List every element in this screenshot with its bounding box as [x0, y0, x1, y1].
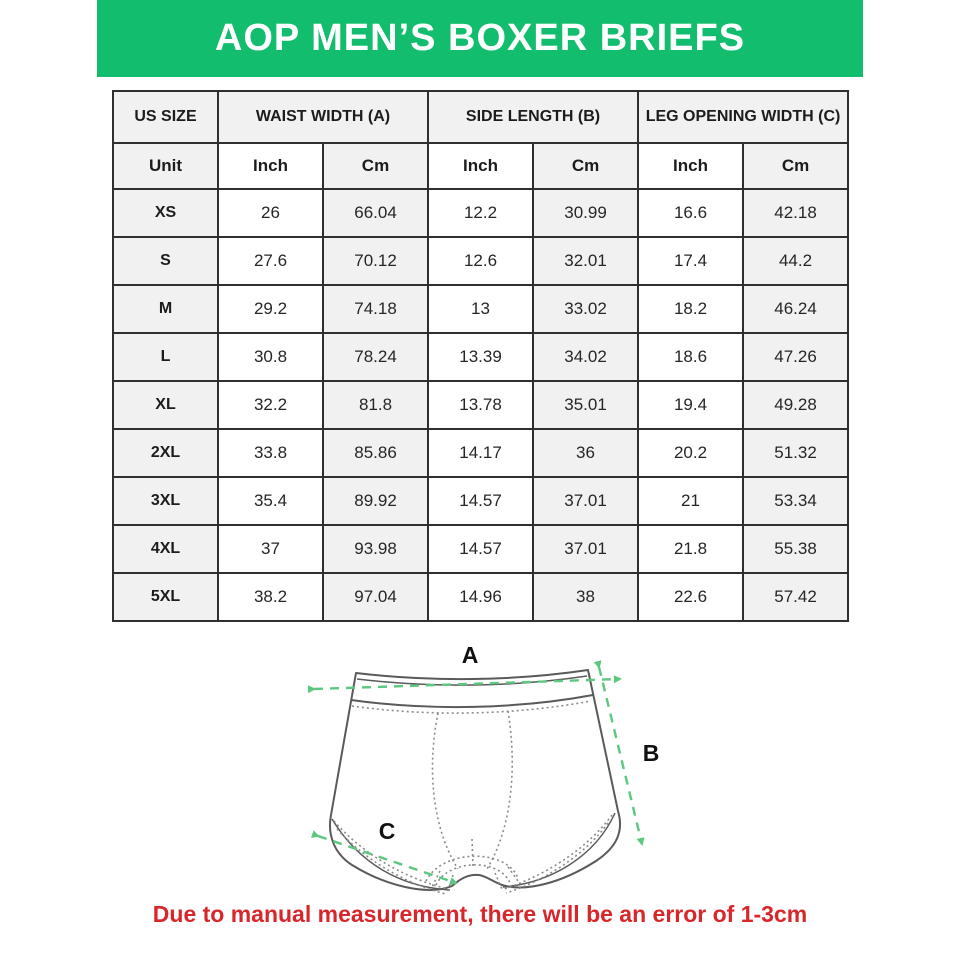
value-cell: 78.24 — [321, 332, 430, 382]
value-cell: 30.8 — [217, 332, 324, 382]
value-cell: 22.6 — [637, 572, 745, 622]
value-cell: 37.01 — [532, 524, 640, 574]
column-group-header: US SIZE — [112, 90, 219, 144]
table-row: 2XL 33.8 85.86 14.17 36 20.2 51.32 — [112, 428, 850, 478]
value-cell: 81.8 — [321, 380, 430, 430]
size-cell: 4XL — [112, 524, 219, 574]
value-cell: 42.18 — [742, 188, 850, 238]
value-cell: 35.4 — [217, 476, 324, 526]
label-b: B — [643, 740, 660, 766]
label-c: C — [379, 818, 396, 844]
value-cell: 12.2 — [427, 188, 535, 238]
leg-opening-line — [311, 830, 458, 885]
value-cell: 53.34 — [742, 476, 850, 526]
table-row: 4XL 37 93.98 14.57 37.01 21.8 55.38 — [112, 524, 850, 574]
measurement-disclaimer: Due to manual measurement, there will be… — [152, 901, 808, 927]
value-cell: 97.04 — [321, 572, 430, 622]
size-chart-container: US SIZE WAIST WIDTH (A) SIDE LENGTH (B) LEG… — [112, 90, 850, 622]
value-cell: 38.2 — [217, 572, 324, 622]
value-cell: 30.99 — [532, 188, 640, 238]
value-cell: 85.86 — [321, 428, 430, 478]
value-cell: 33.02 — [532, 284, 640, 334]
side-length-line — [593, 660, 645, 846]
value-cell: 51.32 — [742, 428, 850, 478]
value-cell: 66.04 — [321, 188, 430, 238]
table-row: XS 26 66.04 12.2 30.99 16.6 42.18 — [112, 188, 850, 238]
boxer-briefs-illustration: A B C — [307, 643, 660, 895]
value-cell: 12.6 — [427, 236, 535, 286]
column-group-header: SIDE LENGTH (B) — [427, 90, 640, 144]
size-cell: 3XL — [112, 476, 219, 526]
value-cell: 20.2 — [637, 428, 745, 478]
table-row: XL 32.2 81.8 13.78 35.01 19.4 49.28 — [112, 380, 850, 430]
size-cell: S — [112, 236, 219, 286]
value-cell: 16.6 — [637, 188, 745, 238]
unit-header: Inch — [637, 142, 745, 190]
size-cell: L — [112, 332, 219, 382]
value-cell: 13.78 — [427, 380, 535, 430]
measurement-lines — [307, 660, 645, 885]
size-table: US SIZE WAIST WIDTH (A) SIDE LENGTH (B) LEG… — [112, 90, 850, 622]
value-cell: 46.24 — [742, 284, 850, 334]
value-cell: 33.8 — [217, 428, 324, 478]
value-cell: 14.96 — [427, 572, 535, 622]
value-cell: 21 — [637, 476, 745, 526]
value-cell: 44.2 — [742, 236, 850, 286]
value-cell: 18.2 — [637, 284, 745, 334]
value-cell: 34.02 — [532, 332, 640, 382]
value-cell: 36 — [532, 428, 640, 478]
size-cell: M — [112, 284, 219, 334]
value-cell: 55.38 — [742, 524, 850, 574]
size-cell: XL — [112, 380, 219, 430]
value-cell: 19.4 — [637, 380, 745, 430]
value-cell: 93.98 — [321, 524, 430, 574]
unit-header: Inch — [427, 142, 535, 190]
value-cell: 14.57 — [427, 524, 535, 574]
value-cell: 47.26 — [742, 332, 850, 382]
value-cell: 27.6 — [217, 236, 324, 286]
value-cell: 32.01 — [532, 236, 640, 286]
size-table-body: XS 26 66.04 12.2 30.99 16.6 42.18 S 27.6 70.12 12.… — [112, 188, 850, 622]
value-cell: 89.92 — [321, 476, 430, 526]
unit-header: Cm — [321, 142, 430, 190]
size-table-head: US SIZE WAIST WIDTH (A) SIDE LENGTH (B) LEG… — [112, 90, 850, 190]
size-cell: XS — [112, 188, 219, 238]
boxer-briefs-diagram: A B C — [290, 643, 680, 905]
value-cell: 37 — [217, 524, 324, 574]
value-cell: 17.4 — [637, 236, 745, 286]
value-cell: 18.6 — [637, 332, 745, 382]
value-cell: 37.01 — [532, 476, 640, 526]
value-cell: 74.18 — [321, 284, 430, 334]
label-a: A — [462, 643, 479, 668]
value-cell: 13 — [427, 284, 535, 334]
value-cell: 14.57 — [427, 476, 535, 526]
column-group-header: LEG OPENING WIDTH (C) — [637, 90, 850, 144]
table-row: S 27.6 70.12 12.6 32.01 17.4 44.2 — [112, 236, 850, 286]
value-cell: 14.17 — [427, 428, 535, 478]
table-row: 5XL 38.2 97.04 14.96 38 22.6 57.42 — [112, 572, 850, 622]
value-cell: 57.42 — [742, 572, 850, 622]
value-cell: 49.28 — [742, 380, 850, 430]
unit-header: Cm — [742, 142, 850, 190]
table-row: L 30.8 78.24 13.39 34.02 18.6 47.26 — [112, 332, 850, 382]
value-cell: 70.12 — [321, 236, 430, 286]
size-cell: 5XL — [112, 572, 219, 622]
value-cell: 38 — [532, 572, 640, 622]
value-cell: 21.8 — [637, 524, 745, 574]
page-title: AOP MEN’S BOXER BRIEFS — [214, 17, 746, 59]
column-group-header: WAIST WIDTH (A) — [216, 90, 430, 144]
value-cell: 32.2 — [217, 380, 324, 430]
table-row: 3XL 35.4 89.92 14.57 37.01 21 53.34 — [112, 476, 850, 526]
table-row: M 29.2 74.18 13 33.02 18.2 46.24 — [112, 284, 850, 334]
unit-header: Cm — [532, 142, 640, 190]
value-cell: 29.2 — [217, 284, 324, 334]
unit-header: Unit — [112, 142, 219, 190]
value-cell: 26 — [217, 188, 324, 238]
size-cell: 2XL — [112, 428, 219, 478]
value-cell: 13.39 — [427, 332, 535, 382]
waist-width-line — [307, 675, 622, 694]
title-banner: AOP MEN’S BOXER BRIEFS — [97, 0, 863, 77]
value-cell: 35.01 — [532, 380, 640, 430]
unit-header: Inch — [217, 142, 324, 190]
